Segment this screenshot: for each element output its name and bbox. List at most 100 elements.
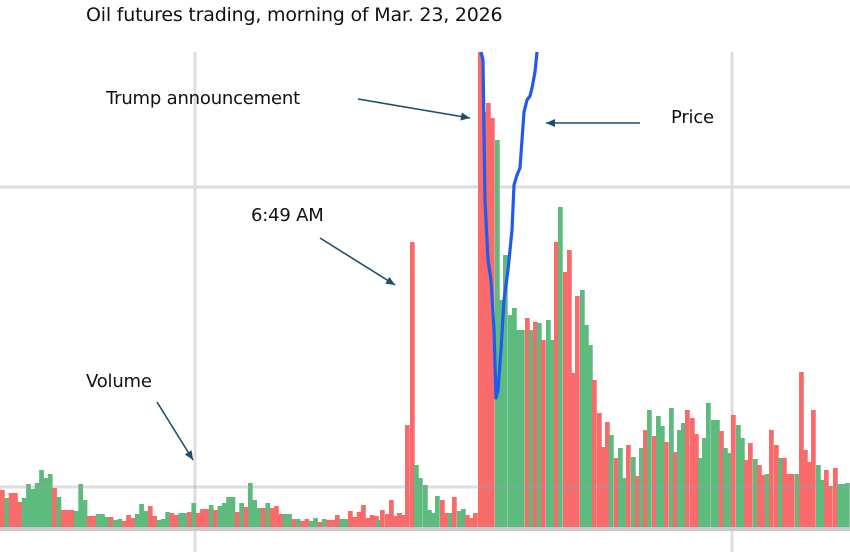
volume-bar bbox=[187, 512, 192, 527]
volume-bar bbox=[274, 506, 279, 527]
volume-bar bbox=[567, 250, 572, 527]
volume-bar bbox=[465, 515, 470, 527]
volume-bar bbox=[82, 500, 88, 527]
volume-bar bbox=[652, 436, 657, 527]
volume-bar bbox=[21, 498, 27, 527]
volume-bar bbox=[643, 430, 648, 527]
volume-bar bbox=[100, 514, 105, 527]
price-label: Price bbox=[671, 107, 714, 128]
volume-bar bbox=[261, 508, 266, 527]
volume-bar bbox=[230, 497, 236, 527]
volume-bar bbox=[361, 505, 366, 527]
volume-bar bbox=[486, 103, 491, 527]
volume-bar bbox=[78, 484, 84, 527]
volume-bar bbox=[13, 493, 18, 527]
volume-bar bbox=[690, 418, 695, 527]
volume-bar bbox=[444, 513, 449, 527]
volume-bar bbox=[731, 415, 736, 527]
volume-bar bbox=[440, 500, 445, 527]
volume-bar bbox=[820, 480, 825, 527]
volume-bar bbox=[191, 503, 197, 527]
volume-bar bbox=[195, 513, 201, 527]
volume-bar bbox=[317, 522, 323, 527]
volume-bar bbox=[389, 500, 394, 527]
volume-bar bbox=[152, 516, 157, 527]
volume-bar bbox=[723, 448, 728, 527]
volume-bar bbox=[239, 503, 244, 527]
time-649-label: 6:49 AM bbox=[251, 205, 324, 226]
volume-bar bbox=[664, 442, 669, 527]
volume-bar bbox=[330, 520, 336, 527]
volume-bar bbox=[778, 458, 783, 527]
volume-arrow bbox=[156, 401, 194, 461]
volume-bar bbox=[601, 447, 606, 527]
volume-bar bbox=[452, 497, 457, 527]
volume-bar bbox=[4, 498, 10, 527]
chart-title: Oil futures trading, morning of Mar. 23,… bbox=[86, 4, 503, 26]
volume-bar bbox=[765, 474, 770, 527]
volume-bar bbox=[43, 478, 49, 527]
price-line bbox=[479, 51, 539, 400]
volume-bar bbox=[431, 513, 436, 527]
volume-bar bbox=[56, 497, 62, 527]
volume-bar bbox=[512, 308, 517, 527]
volume-bar bbox=[295, 519, 301, 527]
volume-bar bbox=[495, 140, 500, 527]
volume-bar bbox=[269, 508, 275, 527]
gridline-overlay bbox=[0, 485, 850, 531]
volume-bar bbox=[213, 510, 218, 527]
volume-bar bbox=[554, 242, 559, 527]
volume-bar bbox=[558, 207, 563, 527]
volume-bar bbox=[356, 512, 362, 527]
volume-bar bbox=[200, 509, 205, 527]
volume-bar bbox=[669, 408, 674, 527]
trump-announcement-label: Trump announcement bbox=[106, 88, 300, 109]
volume-bar bbox=[525, 318, 530, 527]
volume-bar bbox=[385, 514, 390, 527]
arrowhead-icon bbox=[385, 276, 395, 285]
volume-bar bbox=[736, 425, 741, 527]
volume-bar bbox=[508, 315, 513, 527]
volume-bar bbox=[174, 515, 179, 527]
volume-bar bbox=[139, 504, 144, 527]
volume-bar bbox=[677, 430, 682, 527]
volume-bar bbox=[278, 514, 284, 527]
volume-bar bbox=[313, 518, 318, 527]
price-polyline bbox=[479, 51, 539, 400]
volume-bar bbox=[803, 450, 808, 527]
volume-bar bbox=[744, 460, 749, 527]
volume-bar bbox=[786, 474, 791, 527]
volume-bar bbox=[631, 457, 636, 527]
volume-bar bbox=[401, 515, 406, 527]
volume-bar bbox=[91, 516, 97, 527]
volume-bar bbox=[837, 484, 842, 527]
volume-bar bbox=[516, 330, 521, 527]
volume-bar bbox=[321, 519, 327, 527]
volume-bar bbox=[30, 489, 36, 527]
volume-bar bbox=[529, 330, 534, 527]
volume-bar bbox=[291, 519, 297, 527]
volume-bar bbox=[473, 513, 478, 527]
annotation-arrows bbox=[156, 98, 640, 461]
volume-bar bbox=[87, 516, 92, 527]
volume-bar bbox=[635, 476, 640, 527]
volume-bars bbox=[0, 52, 850, 527]
volume-bar bbox=[588, 345, 593, 527]
volume-bar bbox=[147, 506, 153, 527]
volume-bar bbox=[845, 483, 850, 527]
volume-bar bbox=[828, 486, 833, 527]
volume-bar bbox=[339, 519, 345, 527]
volume-bar bbox=[418, 478, 423, 527]
volume-bar bbox=[252, 500, 258, 527]
volume-bar bbox=[711, 420, 716, 527]
volume-label: Volume bbox=[86, 371, 152, 392]
volume-bar bbox=[656, 416, 661, 527]
volume-bar bbox=[618, 448, 623, 527]
volume-bar bbox=[580, 290, 585, 527]
volume-bar bbox=[380, 510, 385, 527]
volume-bar bbox=[60, 510, 66, 527]
volume-bar bbox=[108, 517, 114, 527]
volume-bar bbox=[816, 465, 821, 527]
volume-bar bbox=[304, 519, 310, 527]
